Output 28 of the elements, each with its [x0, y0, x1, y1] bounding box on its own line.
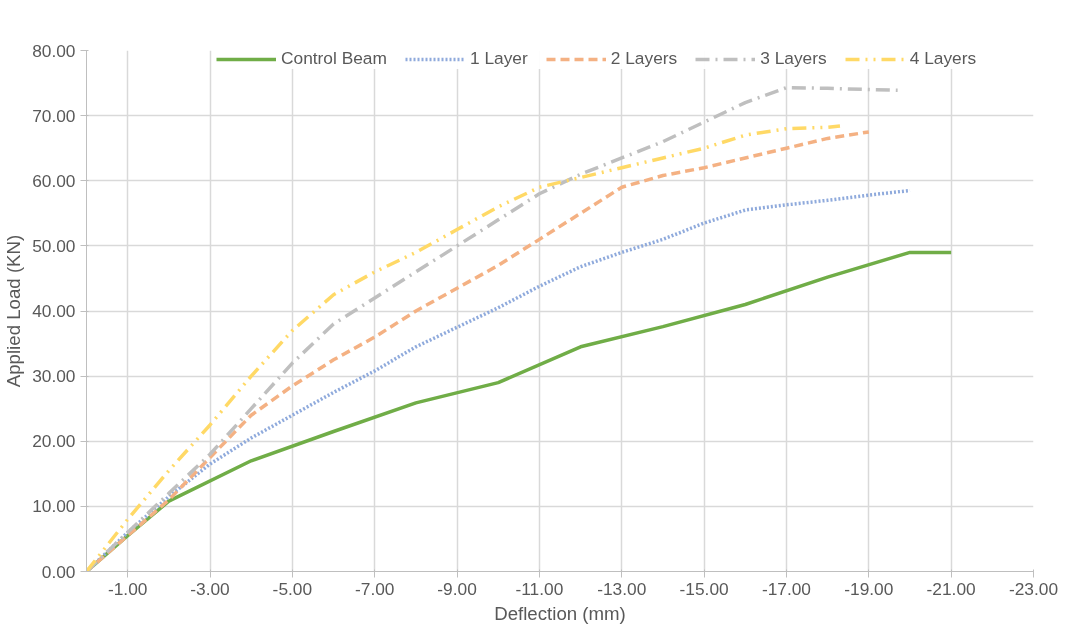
x-tick-label: -1.00 [107, 578, 148, 599]
x-tick-label: -5.00 [272, 578, 313, 599]
y-tick-label: 0.00 [41, 561, 76, 582]
y-tick-label: 20.00 [32, 431, 76, 452]
x-tick-label: -3.00 [190, 578, 230, 599]
y-tick-label: 60.00 [32, 170, 76, 191]
x-tick-label: -9.00 [437, 578, 477, 599]
x-tick-label: -15.00 [679, 578, 729, 599]
x-axis-title: Deflection (mm) [494, 602, 626, 624]
x-tick-label: -19.00 [844, 578, 894, 599]
y-tick-label: 50.00 [32, 235, 76, 256]
x-tick-label: -23.00 [1008, 578, 1059, 599]
legend-label: 1 Layer [469, 49, 528, 69]
y-tick-label: 80.00 [32, 40, 76, 61]
y-tick-label: 70.00 [32, 105, 76, 126]
y-tick-label: 10.00 [32, 496, 76, 517]
x-tick-label: -11.00 [515, 578, 564, 599]
x-tick-label: -21.00 [926, 578, 976, 599]
legend-label: 4 Layers [909, 49, 977, 69]
x-tick-label: -17.00 [761, 578, 812, 599]
legend-label: Control Beam [281, 49, 387, 69]
y-tick-label: 30.00 [32, 366, 76, 387]
y-tick-label: 40.00 [32, 301, 76, 321]
y-axis-title: Applied Load (KN) [3, 234, 25, 388]
legend-label: 2 Layers [610, 49, 678, 69]
x-tick-label: -7.00 [354, 578, 395, 599]
legend-label: 3 Layers [760, 49, 827, 69]
x-tick-label: -13.00 [597, 578, 647, 599]
